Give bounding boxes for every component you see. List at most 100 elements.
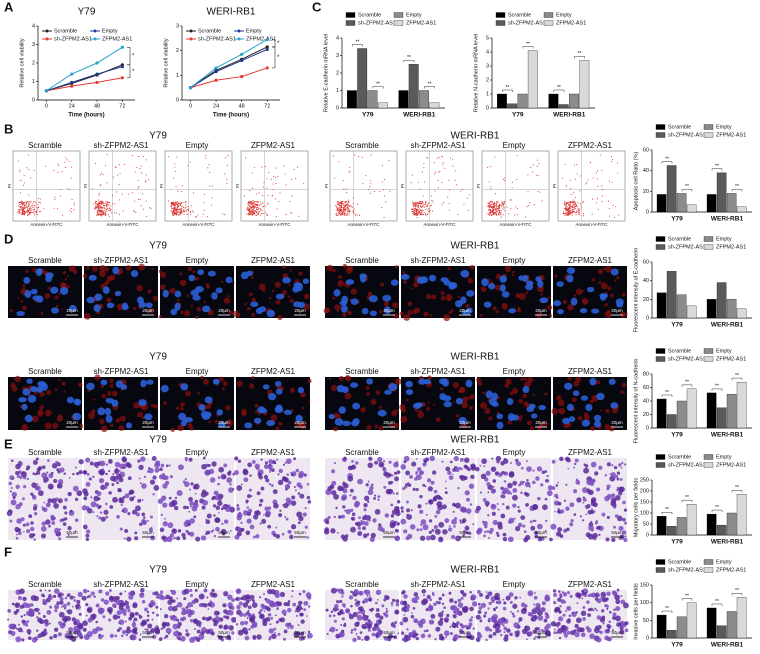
stained-cell — [260, 522, 262, 524]
stained-cell — [78, 624, 83, 629]
stained-cell — [491, 458, 493, 460]
stained-cell — [85, 458, 90, 463]
event-dot — [178, 212, 179, 213]
event-dot — [186, 207, 187, 208]
red-signal — [403, 314, 410, 321]
group-title: Y79 — [149, 435, 167, 446]
stained-cell — [308, 631, 310, 633]
stained-cell — [236, 588, 242, 594]
flow-x-label: Annexin-V-FITC — [423, 222, 456, 227]
stained-cell — [360, 631, 363, 634]
event-dot — [256, 193, 257, 194]
stained-cell — [608, 620, 611, 623]
stained-cell — [189, 518, 195, 524]
event-dot — [588, 179, 589, 180]
event-dot — [136, 167, 137, 168]
event-dot — [173, 207, 174, 208]
stained-cell — [450, 461, 453, 464]
stained-cell — [16, 628, 18, 630]
stained-cell — [420, 618, 426, 624]
stained-cell — [430, 535, 436, 541]
event-dot — [570, 180, 571, 181]
scale-bar-label: 50μm — [611, 530, 623, 535]
stained-cell — [33, 538, 35, 540]
stained-cell — [385, 614, 389, 618]
event-dot — [346, 214, 347, 215]
stained-cell — [552, 486, 556, 490]
stained-cell — [368, 457, 372, 461]
event-dot — [493, 213, 494, 214]
event-dot — [254, 167, 255, 168]
red-signal — [57, 416, 63, 422]
stained-cell — [524, 626, 527, 629]
event-dot — [498, 210, 499, 211]
stained-cell — [252, 599, 255, 602]
stained-cell — [270, 617, 273, 620]
red-signal — [510, 391, 514, 395]
event-dot — [416, 211, 417, 212]
stained-cell — [436, 510, 441, 515]
stained-cell — [597, 615, 602, 620]
stained-cell — [182, 607, 186, 611]
x-tick-label: 0 — [45, 103, 48, 109]
event-dot — [28, 211, 29, 212]
stained-cell — [265, 478, 269, 482]
stained-cell — [119, 498, 124, 503]
stained-cell — [26, 522, 30, 526]
flow-y-label: PI — [83, 184, 88, 188]
stained-cell — [327, 633, 329, 635]
event-dot — [168, 156, 169, 157]
event-dot — [177, 211, 178, 212]
nucleus — [388, 383, 397, 391]
event-dot — [580, 203, 581, 204]
stained-cell — [521, 603, 526, 608]
event-dot — [266, 188, 267, 189]
red-signal — [58, 379, 60, 381]
stained-cell — [282, 504, 284, 506]
red-signal — [67, 275, 69, 277]
stained-cell — [185, 632, 189, 636]
event-dot — [105, 212, 106, 213]
event-dot — [514, 215, 515, 216]
stained-cell — [356, 633, 358, 635]
stained-cell — [325, 520, 329, 524]
stained-cell — [255, 534, 259, 538]
micrograph: 50μm — [82, 588, 161, 641]
sample-label: Empty — [186, 141, 209, 150]
nucleus — [557, 281, 564, 287]
event-dot — [261, 213, 262, 214]
stained-cell — [617, 471, 620, 474]
flow-y-label: PI — [235, 184, 240, 188]
nucleus — [197, 269, 204, 275]
event-dot — [336, 206, 337, 207]
event-dot — [45, 166, 46, 167]
event-dot — [566, 186, 567, 187]
stained-cell — [147, 623, 152, 628]
stained-cell — [606, 592, 610, 596]
stained-cell — [99, 478, 104, 483]
stained-cell — [100, 608, 105, 613]
event-dot — [579, 208, 580, 209]
micrograph: 20μm — [8, 376, 83, 431]
event-dot — [225, 157, 226, 158]
event-dot — [265, 205, 266, 206]
nucleus — [282, 277, 291, 283]
red-signal — [302, 407, 304, 409]
stained-cell — [122, 510, 124, 512]
event-dot — [249, 204, 250, 205]
stained-cell — [324, 529, 329, 534]
stained-cell — [46, 610, 51, 615]
flow-x-label: Annexin-V-FITC — [575, 222, 608, 227]
event-dot — [205, 158, 206, 159]
stained-cell — [170, 615, 174, 619]
nucleus — [594, 415, 602, 421]
stained-cell — [625, 628, 629, 632]
event-dot — [579, 212, 580, 213]
stained-cell — [369, 595, 371, 597]
red-signal — [417, 411, 424, 418]
event-dot — [343, 203, 344, 204]
scale-bar-label: 20μm — [383, 420, 395, 425]
red-signal — [195, 316, 198, 319]
stained-cell — [406, 501, 409, 504]
stained-cell — [381, 604, 384, 607]
